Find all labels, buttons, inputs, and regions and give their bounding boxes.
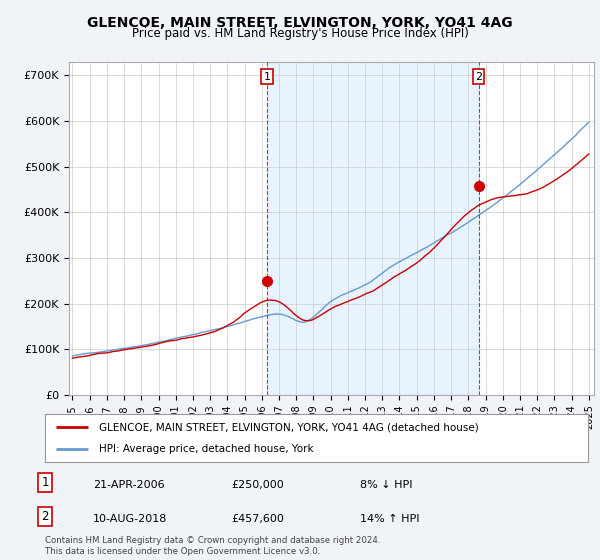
Text: 2: 2 bbox=[41, 510, 49, 522]
Text: Price paid vs. HM Land Registry's House Price Index (HPI): Price paid vs. HM Land Registry's House … bbox=[131, 27, 469, 40]
Text: £457,600: £457,600 bbox=[231, 514, 284, 524]
Text: 1: 1 bbox=[263, 72, 271, 82]
Text: 14% ↑ HPI: 14% ↑ HPI bbox=[360, 514, 419, 524]
Text: Contains HM Land Registry data © Crown copyright and database right 2024.
This d: Contains HM Land Registry data © Crown c… bbox=[45, 536, 380, 556]
Text: 10-AUG-2018: 10-AUG-2018 bbox=[93, 514, 167, 524]
Text: 2: 2 bbox=[475, 72, 482, 82]
Text: GLENCOE, MAIN STREET, ELVINGTON, YORK, YO41 4AG (detached house): GLENCOE, MAIN STREET, ELVINGTON, YORK, Y… bbox=[100, 422, 479, 432]
Bar bbox=[267, 62, 479, 395]
Text: £250,000: £250,000 bbox=[231, 480, 284, 490]
Text: HPI: Average price, detached house, York: HPI: Average price, detached house, York bbox=[100, 444, 314, 454]
Text: 8% ↓ HPI: 8% ↓ HPI bbox=[360, 480, 413, 490]
Text: 1: 1 bbox=[41, 476, 49, 489]
Text: 21-APR-2006: 21-APR-2006 bbox=[93, 480, 164, 490]
Text: GLENCOE, MAIN STREET, ELVINGTON, YORK, YO41 4AG: GLENCOE, MAIN STREET, ELVINGTON, YORK, Y… bbox=[87, 16, 513, 30]
